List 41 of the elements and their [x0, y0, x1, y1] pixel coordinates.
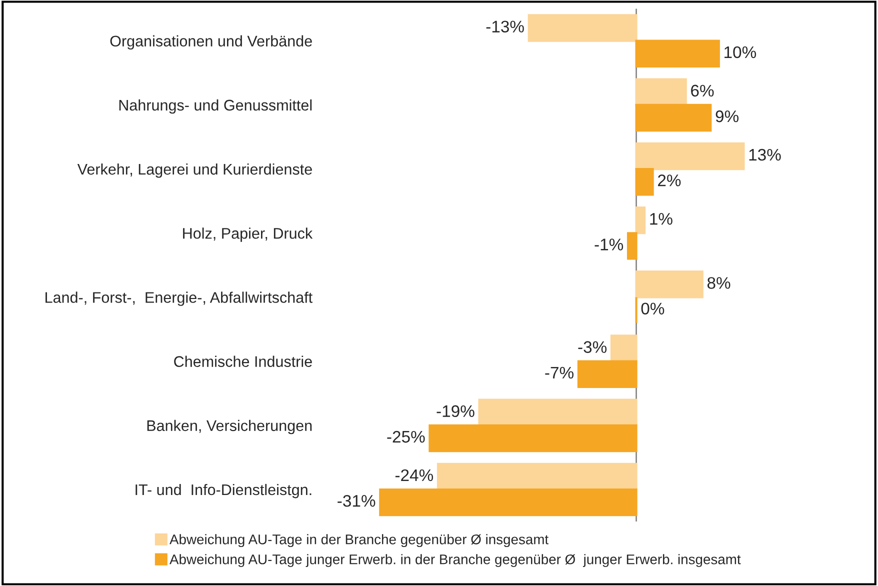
bar: [379, 488, 638, 516]
data-label: -25%: [387, 430, 425, 443]
legend-label: Abweichung AU-Tage junger Erwerb. in der Branche gegenüber Ø junger Erwerb. insgesamt: [170, 554, 741, 568]
data-label: 6%: [691, 84, 714, 97]
bar: [428, 424, 638, 452]
y-tick-label: Nahrungs- und Genussmittel: [119, 99, 312, 114]
bar: [577, 360, 638, 388]
bar: [635, 168, 654, 196]
y-tick-label: IT- und Info-Dienstleistgn.: [136, 484, 312, 498]
data-label: -3%: [578, 341, 607, 353]
data-label: -19%: [436, 405, 474, 418]
data-label: 1%: [650, 213, 672, 225]
data-label: -7%: [545, 366, 574, 379]
data-label: 9%: [716, 110, 738, 122]
bar: [528, 14, 638, 42]
data-label: -24%: [395, 469, 434, 482]
bar: [478, 398, 638, 426]
y-tick-label: Verkehr, Lagerei und Kurierdienste: [77, 163, 312, 178]
bar: [626, 232, 638, 260]
y-tick-label: Land-, Forst-, Energie-, Abfallwirtschaft: [46, 292, 312, 306]
bar: [635, 104, 712, 132]
y-tick-label: Organisationen und Verbände: [110, 35, 312, 50]
data-label: -13%: [486, 20, 524, 32]
y-tick-label: Holz, Papier, Druck: [183, 228, 313, 242]
bar: [635, 270, 704, 298]
data-label: 8%: [707, 277, 730, 289]
bar: [635, 40, 720, 68]
data-label: 10%: [724, 46, 756, 58]
data-label: 0%: [641, 302, 664, 315]
bar: [635, 142, 745, 170]
data-label: 13%: [749, 148, 781, 161]
bar: [610, 334, 638, 362]
bar: [635, 78, 687, 106]
bar: [635, 206, 646, 234]
legend-label: Abweichung AU-Tage in der Branche gegenüber Ø insgesamt: [170, 534, 548, 548]
data-label: 2%: [658, 174, 681, 186]
bar: [436, 462, 638, 491]
y-tick-label: Banken, Versicherungen: [147, 420, 312, 434]
data-label: -31%: [338, 494, 376, 507]
y-tick-label: Chemische Industrie: [174, 356, 312, 367]
data-label: -1%: [594, 238, 624, 250]
